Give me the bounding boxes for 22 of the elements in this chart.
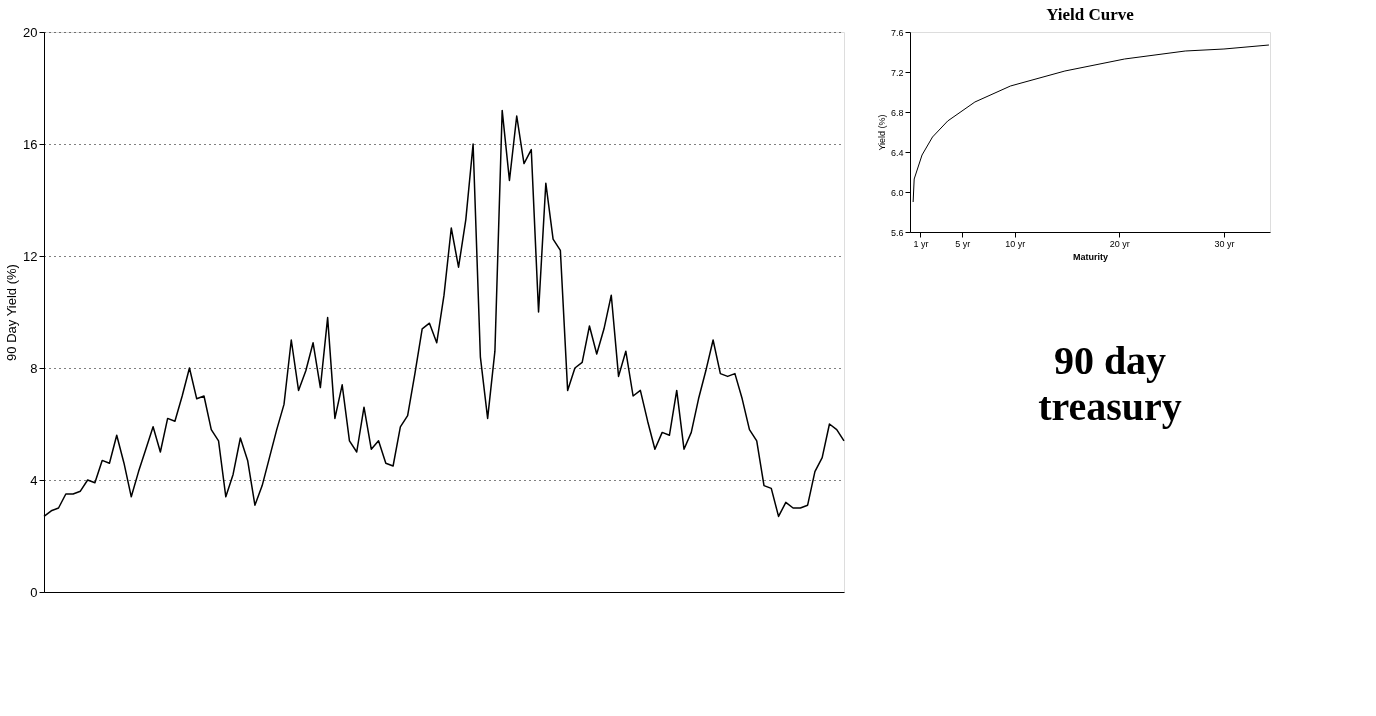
chart-title: Yield Curve [1046, 5, 1135, 24]
text: 90 day treasury [1038, 338, 1182, 429]
y-tick-label: 7.6 [890, 27, 904, 38]
x-tick-label: 20 yr [1109, 238, 1130, 249]
x-tick-label: 1 yr [913, 238, 929, 249]
x-tick-label: 30 yr [1214, 238, 1235, 249]
y-tick-label: 6.0 [890, 187, 904, 198]
y-tick-label: 16 [23, 136, 38, 152]
y-tick-label: 12 [23, 248, 38, 264]
y-tick-label: 7.2 [890, 67, 904, 78]
y-axis-title: Yield (%) [876, 114, 887, 151]
y-tick-label: 4 [30, 472, 38, 488]
y-tick-label: 0 [30, 584, 38, 600]
y-tick-label: 6.4 [890, 147, 904, 158]
y-tick-label: 6.8 [890, 107, 904, 118]
y-tick-label: 8 [30, 360, 38, 376]
x-tick-label: 5 yr [955, 238, 971, 249]
x-tick-label: 10 yr [1005, 238, 1026, 249]
y-axis-title: 90 Day Yield (%) [4, 264, 20, 361]
y-tick-label: 20 [23, 24, 38, 40]
x-axis-title: Maturity [1072, 251, 1109, 262]
y-tick-label: 5.6 [890, 227, 904, 238]
